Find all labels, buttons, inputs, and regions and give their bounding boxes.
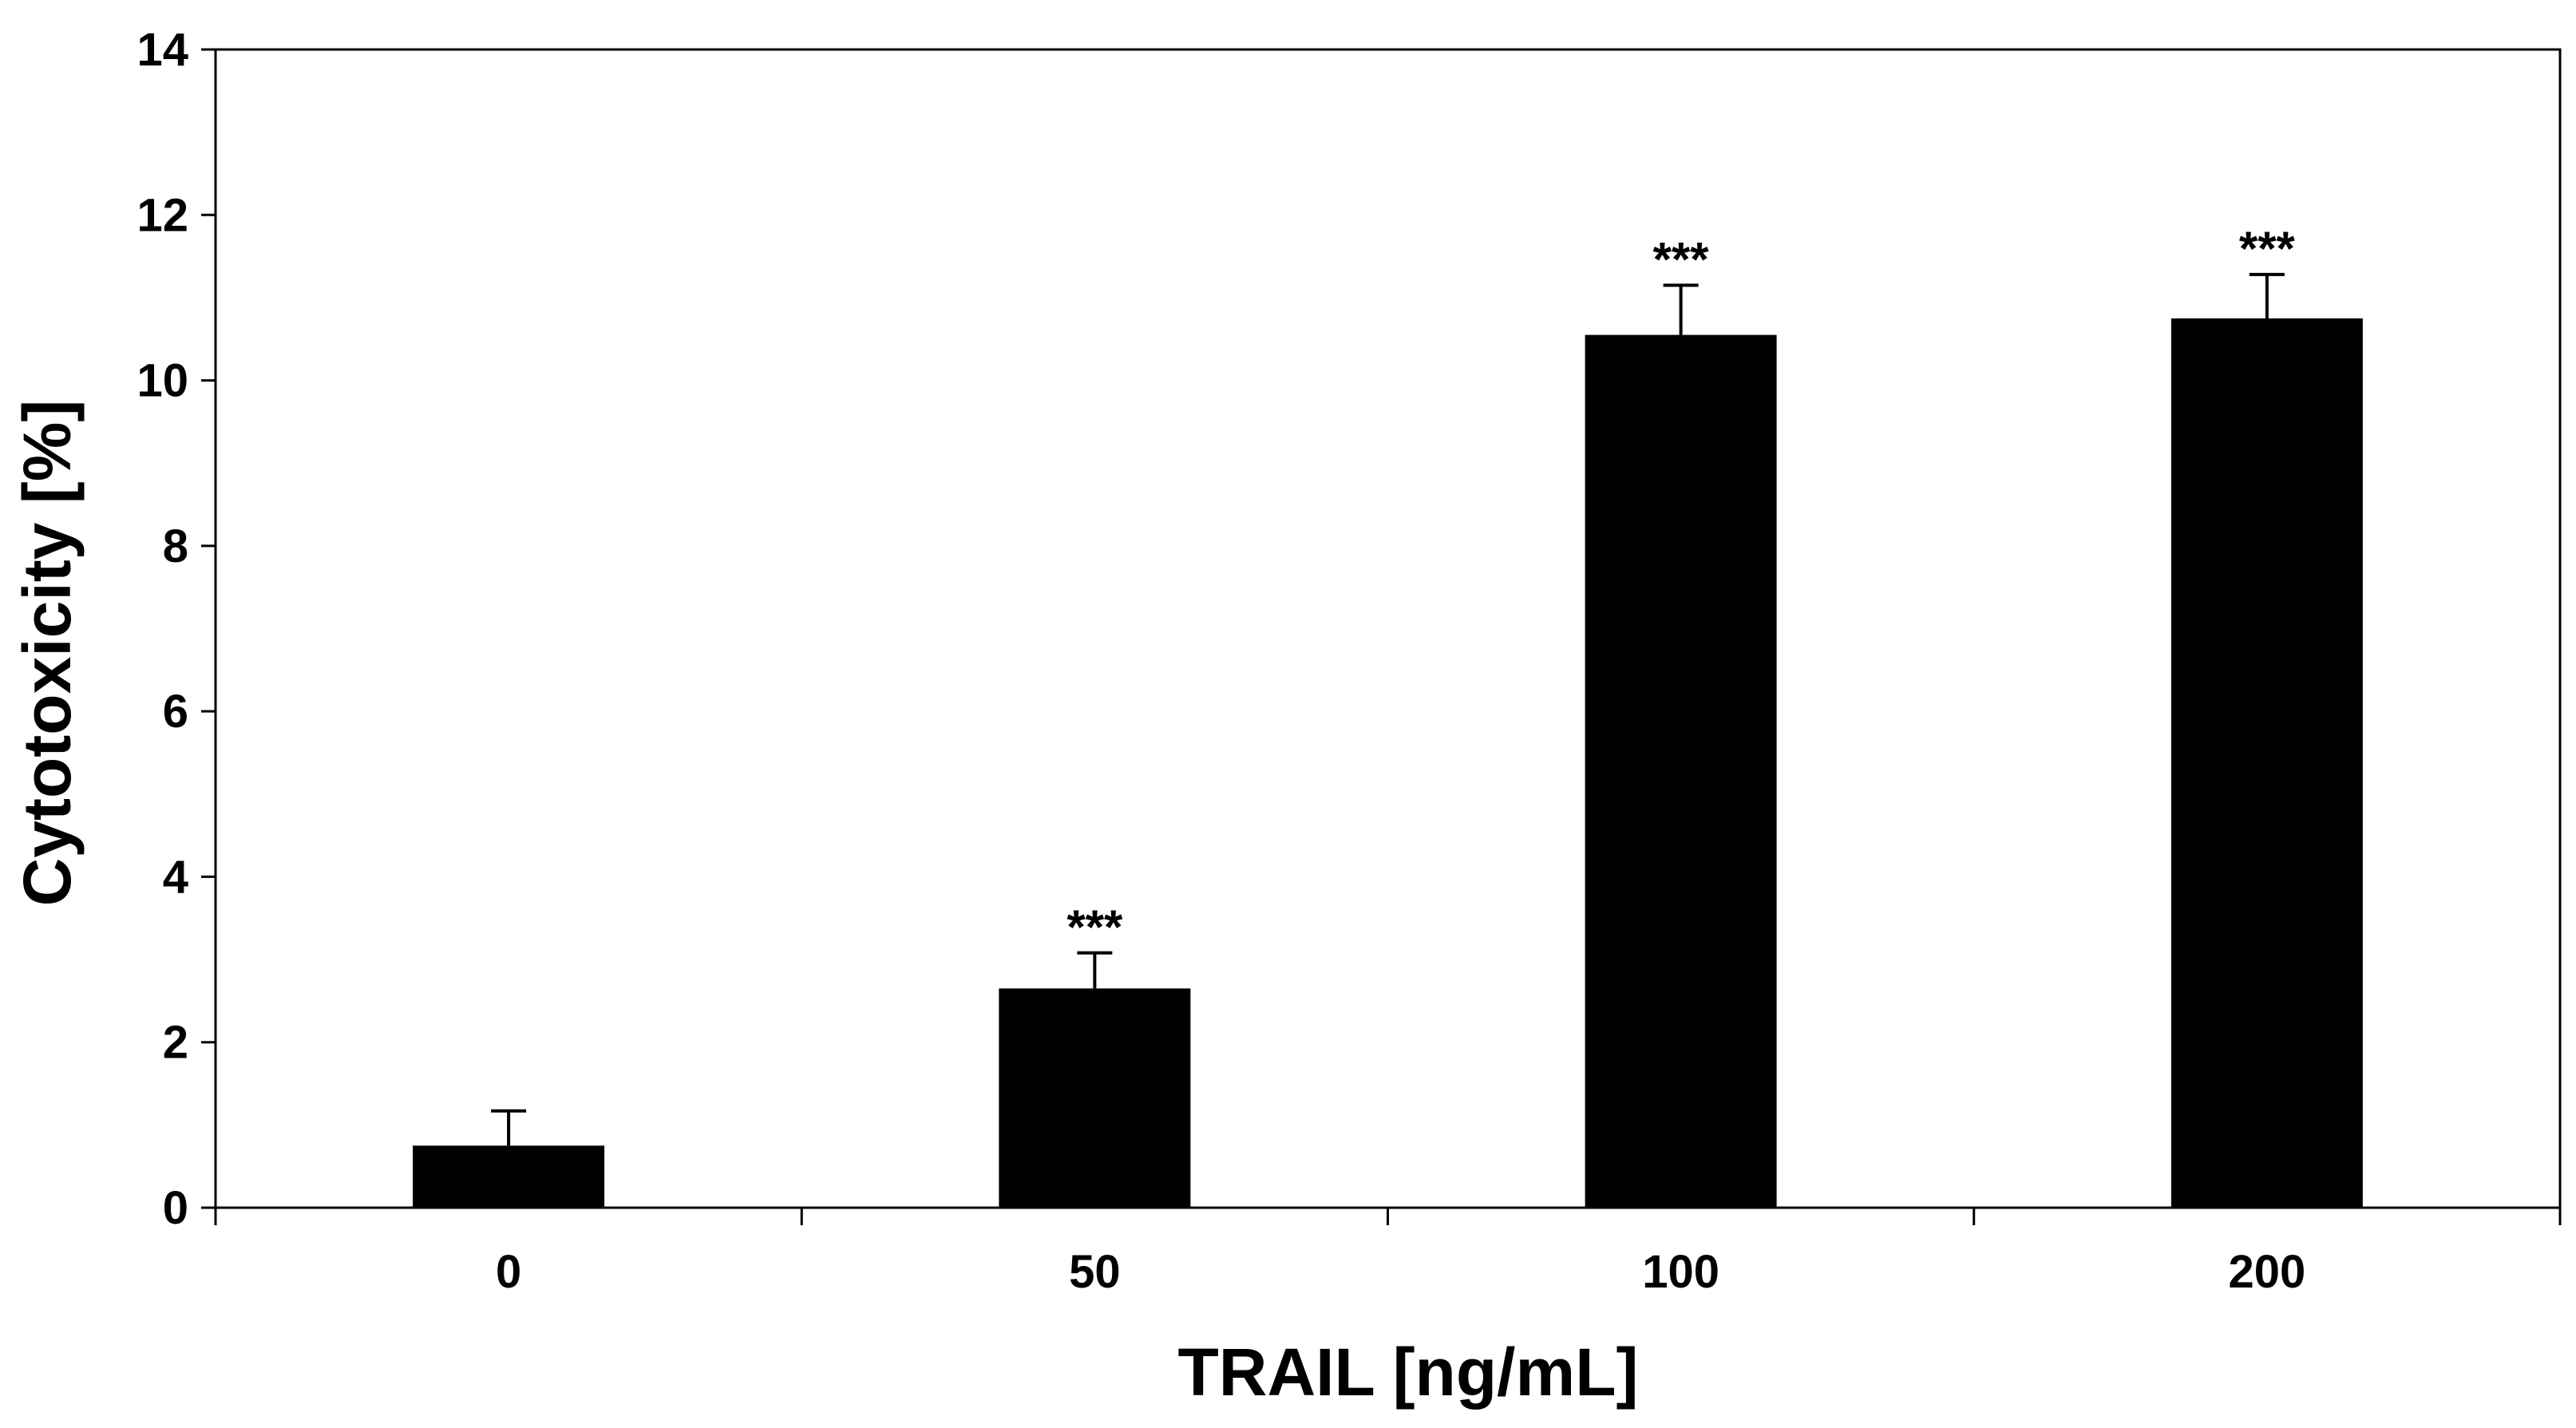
y-tick-label: 6 (163, 686, 188, 738)
y-tick-label: 8 (163, 520, 188, 572)
bar (1585, 334, 1777, 1208)
y-tick-label: 4 (163, 851, 188, 903)
x-tick-label: 50 (1069, 1246, 1121, 1298)
x-axis: 0 50 100 200 (214, 1208, 2562, 1298)
y-tick-label: 0 (163, 1182, 188, 1234)
bars: *** *** *** (413, 222, 2363, 1208)
significance-label: *** (1653, 232, 1710, 286)
y-axis-title: Cytotoxicity [%] (10, 400, 85, 907)
y-tick-label: 12 (137, 189, 188, 241)
bar (2170, 318, 2363, 1208)
x-axis-title: TRAIL [ng/mL] (1177, 1335, 1638, 1410)
significance-label: *** (1066, 900, 1123, 954)
x-tick-label: 200 (2228, 1246, 2305, 1298)
y-tick-label: 2 (163, 1017, 188, 1069)
y-axis: 0 2 4 6 8 10 12 14 (137, 24, 216, 1234)
bar (999, 988, 1191, 1208)
bar (413, 1145, 605, 1208)
x-tick-label: 100 (1642, 1246, 1719, 1298)
y-tick-label: 10 (137, 355, 188, 407)
significance-label: *** (2239, 222, 2296, 275)
y-tick-label: 14 (137, 24, 188, 76)
x-tick-label: 0 (496, 1246, 521, 1298)
